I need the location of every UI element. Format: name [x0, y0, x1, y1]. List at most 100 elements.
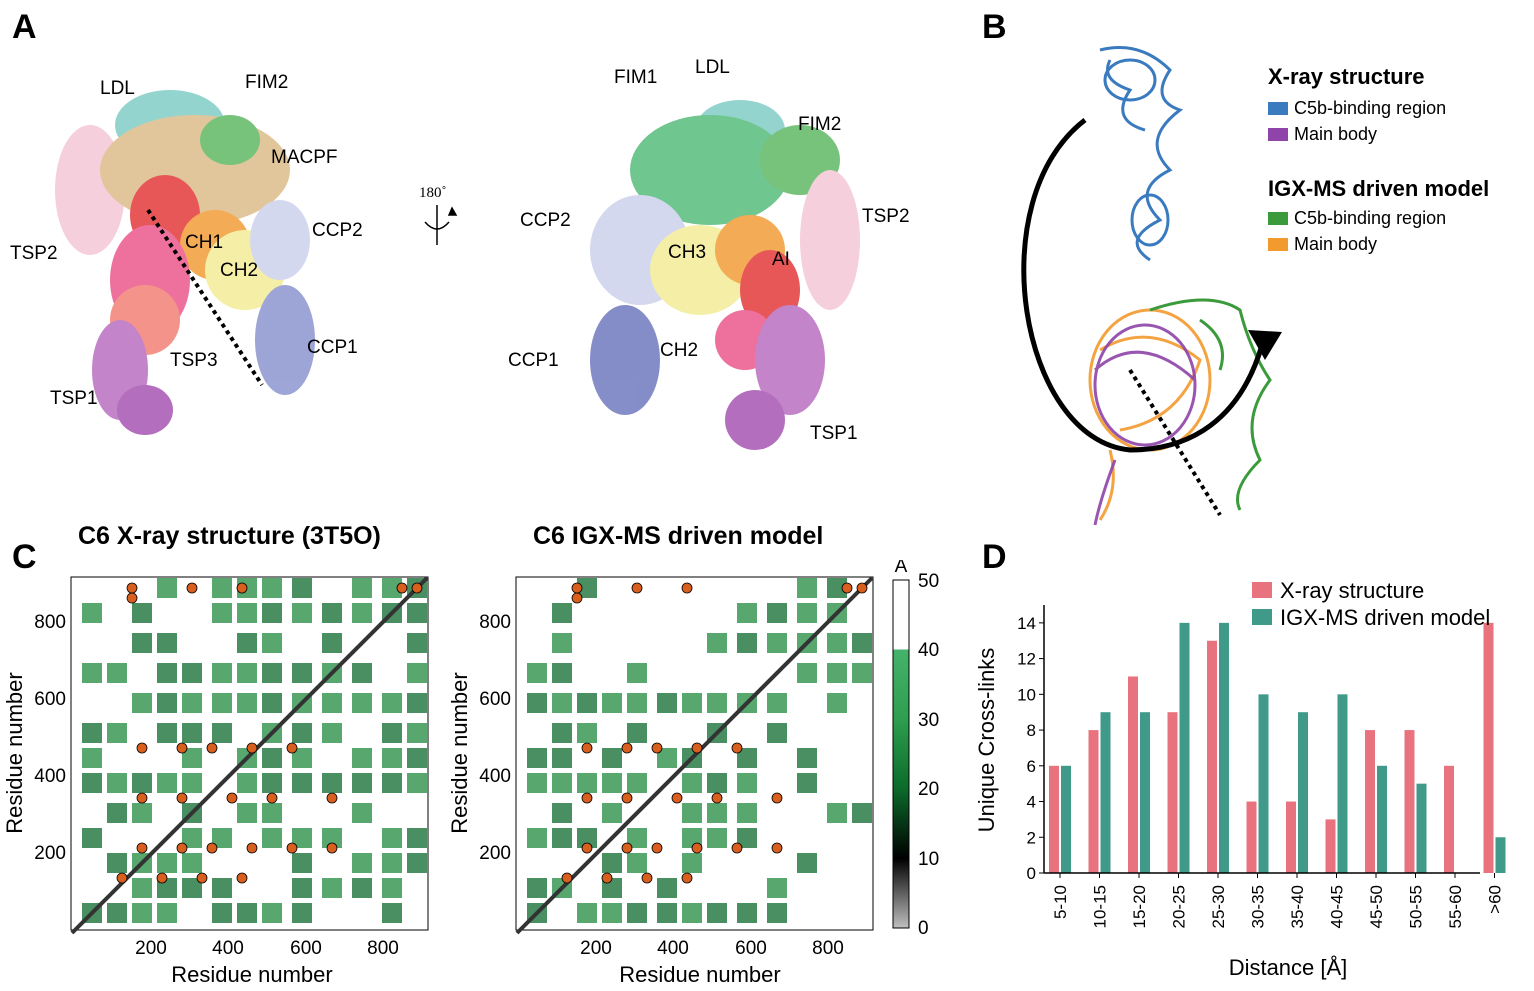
right-xtick-600: 600	[735, 938, 767, 959]
xray-legend-item-c5b: C5b-binding region	[1268, 98, 1446, 119]
x-tick-label: 40-45	[1328, 885, 1347, 928]
crosslink-point	[326, 792, 338, 804]
crosslink-point	[246, 842, 258, 854]
contact-cell	[322, 828, 342, 848]
contact-cell	[552, 723, 572, 743]
contact-cell	[627, 663, 647, 683]
contact-cell	[627, 903, 647, 923]
contact-cell	[527, 878, 547, 898]
rotation-icon	[424, 205, 458, 245]
model-legend-item-c5b: C5b-binding region	[1268, 208, 1446, 229]
crosslink-point	[691, 742, 703, 754]
x-tick-label: 55-60	[1446, 885, 1465, 928]
contact-cell	[82, 603, 102, 623]
contact-cell	[657, 903, 677, 923]
contact-cell	[237, 903, 257, 923]
contact-cell	[552, 773, 572, 793]
contact-cell	[352, 803, 372, 823]
xray-legend-heading: X-ray structure	[1268, 64, 1425, 89]
bar-model	[1061, 765, 1071, 873]
contact-cell	[577, 723, 597, 743]
contact-cell	[627, 723, 647, 743]
contact-cell	[292, 853, 312, 873]
crosslink-point	[841, 582, 853, 594]
left-xtick-800: 800	[367, 938, 399, 959]
contact-cell	[767, 878, 787, 898]
crosslink-point	[641, 872, 653, 884]
y-tick-label: 12	[1017, 650, 1036, 669]
bar-xray	[1404, 730, 1415, 873]
contact-cell	[707, 903, 727, 923]
bar-xray	[1167, 712, 1178, 873]
contact-cell	[827, 803, 847, 823]
y-tick-label: 8	[1027, 721, 1036, 740]
label-ch3: CH3	[668, 242, 707, 263]
contact-cell	[407, 633, 427, 653]
y-tick-label: 4	[1027, 793, 1036, 812]
contact-cell	[262, 803, 282, 823]
contact-cell	[382, 828, 402, 848]
contact-cell	[407, 748, 427, 768]
cb-tick-50: 50	[918, 571, 939, 592]
contact-cell	[827, 633, 847, 653]
contact-cell	[552, 803, 572, 823]
label-ldl-right: LDL	[695, 57, 730, 78]
crosslink-point	[246, 742, 258, 754]
right-ytick-600: 600	[479, 689, 511, 710]
label-macpf: MACPF	[271, 147, 338, 168]
label-tsp1-left: TSP1	[50, 388, 98, 409]
contact-cell	[737, 633, 757, 653]
crosslink-point	[631, 582, 643, 594]
legend-swatch-xray	[1252, 582, 1272, 598]
x-tick-label: >60	[1486, 885, 1505, 914]
left-xtick-600: 600	[290, 938, 322, 959]
contact-cell	[322, 878, 342, 898]
bar-model	[1495, 837, 1506, 873]
contact-cell	[767, 603, 787, 623]
rotation-arrow	[1021, 118, 1265, 453]
crosslink-point	[681, 582, 693, 594]
crosslink-point	[771, 842, 783, 854]
contact-cell	[182, 773, 202, 793]
bar-model	[1100, 712, 1111, 873]
contact-cell	[682, 773, 702, 793]
contact-cell	[657, 748, 677, 768]
superimposed-structure-image	[1021, 46, 1282, 526]
crosslink-point	[206, 842, 218, 854]
bar-xray	[1207, 640, 1217, 873]
contact-cell	[527, 748, 547, 768]
crosslink-point	[266, 792, 278, 804]
contact-cell	[182, 878, 202, 898]
contact-cell	[212, 578, 232, 598]
contact-cell	[352, 878, 372, 898]
contact-cell	[262, 828, 282, 848]
left-ytick-800: 800	[34, 612, 66, 633]
contact-cell	[132, 693, 152, 713]
right-xtick-200: 200	[580, 938, 612, 959]
contact-cell	[132, 633, 152, 653]
label-ccp1-left: CCP1	[307, 337, 358, 358]
crosslink-point	[651, 842, 663, 854]
rotation-label: 180˚	[419, 185, 447, 201]
crosslink-point	[236, 872, 248, 884]
contact-cell	[212, 663, 232, 683]
contact-cell	[132, 803, 152, 823]
crosslink-point	[571, 592, 583, 604]
contact-cell	[577, 828, 597, 848]
crosslink-point	[856, 582, 868, 594]
contact-map-right-density	[515, 576, 874, 935]
contact-cell	[352, 773, 372, 793]
contact-map-right-ticks: 200 400 600 800 200 400 600 800	[479, 612, 844, 959]
contact-cell	[682, 803, 702, 823]
contact-cell	[767, 723, 787, 743]
crosslink-point	[731, 842, 743, 854]
contact-cell	[797, 663, 817, 683]
contact-cell	[157, 663, 177, 683]
crosslink-point	[236, 582, 248, 594]
left-ytick-200: 200	[34, 843, 66, 864]
contact-cell	[292, 723, 312, 743]
contact-cell	[657, 693, 677, 713]
contact-cell	[292, 878, 312, 898]
label-fim2-right: FIM2	[798, 114, 842, 135]
axis-dotted-line-left	[146, 208, 264, 387]
